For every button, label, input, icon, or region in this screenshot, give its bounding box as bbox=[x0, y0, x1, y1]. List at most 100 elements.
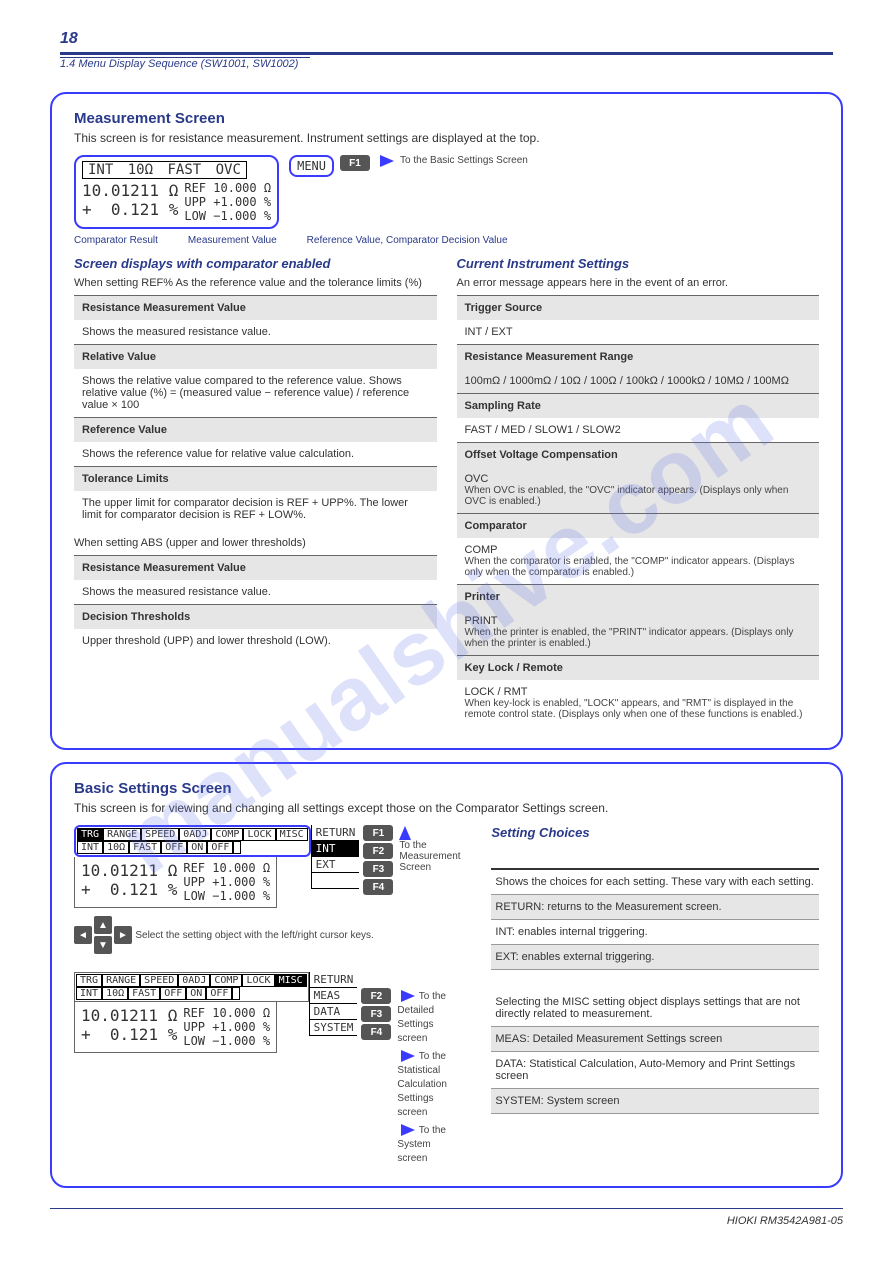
panel-title: Basic Settings Screen bbox=[74, 780, 819, 797]
page-header: 18 1.4 Menu Display Sequence (SW1001, SW… bbox=[0, 0, 893, 80]
panel-measurement-screen: Measurement Screen This screen is for re… bbox=[50, 92, 843, 750]
fkey-f4[interactable]: F4 bbox=[363, 879, 393, 895]
low-value: −1.000 bbox=[212, 1034, 255, 1048]
sub-value: 0.121 bbox=[110, 1025, 158, 1044]
right-col-title: Current Instrument Settings bbox=[457, 256, 820, 271]
link-to-measurement: To the Measurement Screen bbox=[399, 840, 461, 873]
fkey-column-misc: F2 F3 F4 bbox=[361, 988, 391, 1040]
panel-subtitle: This screen is for viewing and changing … bbox=[74, 801, 819, 815]
settings-indicator-table: Trigger SourceINT / EXTResistance Measur… bbox=[457, 295, 820, 726]
refpct-table: Resistance Measurement Value Shows the m… bbox=[74, 295, 437, 527]
ref-value: 10.000 bbox=[212, 1006, 255, 1020]
header-rule-thick bbox=[60, 52, 833, 55]
upp-label: UPP bbox=[184, 195, 206, 209]
table-row: Shows the measured resistance value. bbox=[74, 580, 437, 605]
current-settings-info: Current Instrument Settings An error mes… bbox=[457, 256, 820, 726]
menu-box: MENU bbox=[289, 155, 334, 177]
table-row: Relative Value bbox=[74, 345, 437, 370]
main-unit: Ω bbox=[168, 861, 178, 880]
status-ovc: OVC bbox=[213, 162, 244, 178]
low-label: LOW bbox=[183, 889, 205, 903]
callout-meas-value: Measurement Value bbox=[188, 235, 277, 246]
section-reference: 1.4 Menu Display Sequence (SW1001, SW100… bbox=[60, 58, 833, 70]
left-col-desc2: When setting ABS (upper and lower thresh… bbox=[74, 537, 437, 549]
fkey-f2[interactable]: F2 bbox=[361, 988, 391, 1004]
upp-unit: % bbox=[264, 195, 271, 209]
setting-choices-block: Setting Choices Shows the choices for ea… bbox=[491, 825, 819, 1114]
table-row: Upper threshold (UPP) and lower threshol… bbox=[74, 629, 437, 653]
comparator-display-info: Screen displays with comparator enabled … bbox=[74, 256, 437, 726]
abs-table: Resistance Measurement Value Shows the m… bbox=[74, 555, 437, 653]
low-unit: % bbox=[263, 1034, 270, 1048]
low-label: LOW bbox=[184, 209, 206, 223]
status-range: 10Ω bbox=[125, 162, 156, 178]
table-row: Shows the relative value compared to the… bbox=[74, 369, 437, 418]
ref-unit: Ω bbox=[263, 861, 270, 875]
cursor-down-icon[interactable]: ▼ bbox=[94, 936, 112, 954]
table-row: Shows the reference value for relative v… bbox=[74, 442, 437, 467]
upp-unit: % bbox=[263, 1020, 270, 1034]
cursor-left-icon[interactable]: ◄ bbox=[74, 926, 92, 944]
upp-value: +1.000 bbox=[212, 875, 255, 889]
low-value: −1.000 bbox=[212, 889, 255, 903]
ref-label: REF bbox=[183, 1006, 205, 1020]
fkey-f1[interactable]: F1 bbox=[340, 155, 370, 171]
table-row: Reference Value bbox=[74, 418, 437, 443]
cursor-right-icon[interactable]: ► bbox=[114, 926, 132, 944]
cursor-keys-icon[interactable]: ◄ ▲ ▼ ► bbox=[74, 916, 132, 954]
callout-ref-decision: Reference Value, Comparator Decision Val… bbox=[307, 235, 508, 246]
side-menu: RETURNINTEXT bbox=[311, 825, 360, 889]
table-row: Decision Thresholds bbox=[74, 605, 437, 630]
sub-unit: % bbox=[168, 880, 178, 899]
arrow-up-icon bbox=[399, 826, 411, 840]
ref-unit: Ω bbox=[264, 181, 271, 195]
lcd-main-reading: 10.01211 Ω + 0.121 % bbox=[82, 181, 178, 223]
low-unit: % bbox=[263, 889, 270, 903]
fkey-f2[interactable]: F2 bbox=[363, 843, 393, 859]
status-speed: FAST bbox=[164, 162, 204, 178]
ref-value: 10.000 bbox=[212, 861, 255, 875]
arrow-right-icon bbox=[401, 1124, 415, 1136]
left-col-desc: When setting REF% As the reference value… bbox=[74, 277, 437, 289]
page-footer: HIOKI RM3542A981-05 bbox=[50, 1208, 843, 1227]
settings-lcd: TRGRANGESPEED0ADJCOMPLOCKMISCINT10ΩFASTO… bbox=[74, 825, 311, 908]
main-value: 10.01211 bbox=[81, 861, 158, 880]
sub-value: 0.121 bbox=[110, 880, 158, 899]
upp-label: UPP bbox=[183, 1020, 205, 1034]
cursor-up-icon[interactable]: ▲ bbox=[94, 916, 112, 934]
sub-sign: + bbox=[81, 1025, 91, 1044]
table-row: Resistance Measurement Value bbox=[74, 296, 437, 321]
ref-label: REF bbox=[183, 861, 205, 875]
sub-value: 0.121 bbox=[111, 200, 159, 219]
left-col-title: Screen displays with comparator enabled bbox=[74, 256, 437, 271]
upp-unit: % bbox=[263, 875, 270, 889]
sub-unit: % bbox=[168, 1025, 178, 1044]
low-value: −1.000 bbox=[213, 209, 256, 223]
low-label: LOW bbox=[183, 1034, 205, 1048]
ref-unit: Ω bbox=[263, 1006, 270, 1020]
sub-unit: % bbox=[169, 200, 179, 219]
right-col-desc: An error message appears here in the eve… bbox=[457, 277, 820, 289]
upp-value: +1.000 bbox=[212, 1020, 255, 1034]
fkey-f4[interactable]: F4 bbox=[361, 1024, 391, 1040]
page-number: 18 bbox=[60, 30, 78, 48]
main-value: 10.01211 bbox=[82, 181, 159, 200]
fkey-f3[interactable]: F3 bbox=[363, 861, 393, 877]
arrow-right-icon bbox=[401, 990, 415, 1002]
fkey-f3[interactable]: F3 bbox=[361, 1006, 391, 1022]
panel-subtitle: This screen is for resistance measuremen… bbox=[74, 131, 819, 145]
settings-lcd-misc: TRGRANGESPEED0ADJCOMPLOCKMISCINT10ΩFASTO… bbox=[74, 972, 309, 1053]
fkey-f1[interactable]: F1 bbox=[363, 825, 393, 841]
main-unit: Ω bbox=[169, 181, 179, 200]
ref-label: REF bbox=[184, 181, 206, 195]
low-unit: % bbox=[264, 209, 271, 223]
arrow-right-icon bbox=[380, 155, 394, 167]
fkey-column: F1 F2 F3 F4 bbox=[363, 825, 393, 895]
sub-sign: + bbox=[82, 200, 92, 219]
status-trg: INT bbox=[85, 162, 116, 178]
side-menu-misc: RETURNMEASDATASYSTEM bbox=[309, 972, 358, 1036]
panel-basic-settings-screen: Basic Settings Screen This screen is for… bbox=[50, 762, 843, 1188]
upp-value: +1.000 bbox=[213, 195, 256, 209]
main-unit: Ω bbox=[168, 1006, 178, 1025]
table-row: The upper limit for comparator decision … bbox=[74, 491, 437, 527]
